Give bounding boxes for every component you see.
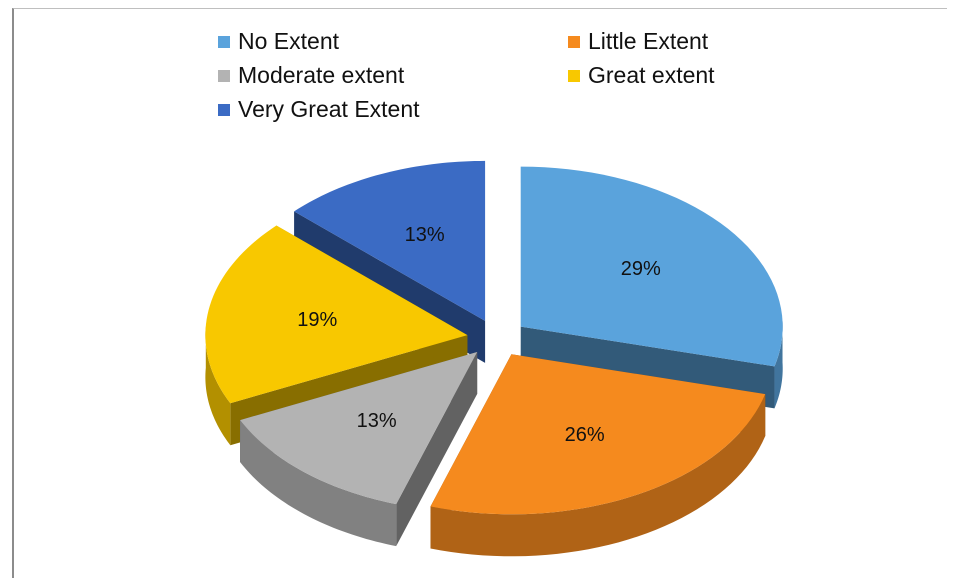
legend-label: No Extent (238, 28, 339, 54)
legend-swatch (218, 35, 230, 48)
pie-slice-top (520, 166, 783, 367)
legend-item-moderate-extent: Moderate extent (218, 62, 404, 89)
pie-slice-top (294, 160, 486, 321)
legend-item-no-extent: No Extent (218, 28, 339, 55)
legend-swatch (568, 35, 580, 48)
pie-slice-top (430, 354, 766, 515)
legend-item-great-extent: Great extent (568, 62, 715, 89)
legend-item-very-great-extent: Very Great Extent (218, 96, 420, 123)
legend-swatch (218, 103, 230, 116)
legend-swatch (568, 69, 580, 82)
slice-label: 13% (405, 224, 445, 246)
slice-label: 29% (621, 258, 661, 280)
slice-label: 13% (357, 410, 397, 432)
legend: No Extent Little Extent Moderate extent … (218, 24, 738, 134)
pie-slice-rim (240, 420, 397, 547)
legend-label: Very Great Extent (238, 96, 420, 122)
pie-slice (240, 351, 478, 547)
pie-slice-rim (205, 325, 231, 446)
pie-slice-rim (774, 320, 783, 409)
legend-label: Moderate extent (238, 62, 405, 88)
slice-label: 19% (297, 309, 337, 331)
pie-slice-top (240, 351, 478, 505)
pie-slice-top (205, 225, 468, 404)
legend-item-little-extent: Little Extent (568, 28, 708, 55)
pie-slice (430, 354, 766, 557)
legend-swatch (218, 69, 230, 82)
pie-slice-rim (430, 394, 766, 557)
pie-slice-side (396, 351, 478, 547)
slice-label: 26% (565, 424, 605, 446)
legend-label: Great extent (588, 62, 715, 88)
legend-label: Little Extent (588, 28, 709, 54)
